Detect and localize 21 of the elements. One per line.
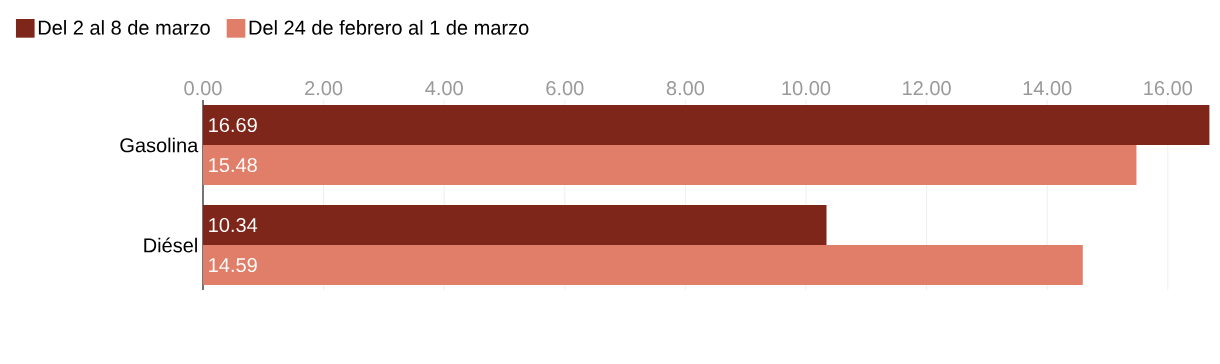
legend-label: Del 2 al 8 de marzo [38, 20, 210, 35]
data-label: 14.59 [209, 257, 257, 273]
y-tick-label: Gasolina [120, 137, 199, 153]
bar [203, 205, 827, 245]
y-tick-label: Diésel [144, 237, 197, 253]
x-tick-label: 16.00 [1144, 81, 1193, 96]
data-label: 16.69 [209, 117, 257, 133]
data-label: 15.48 [209, 157, 257, 173]
x-tick-label: 10.00 [782, 81, 831, 96]
x-tick-label: 14.00 [1023, 81, 1072, 96]
data-label: 10.34 [209, 217, 258, 233]
x-tick-label: 12.00 [903, 81, 951, 96]
bar [203, 105, 1210, 145]
x-tick-label: 6.00 [546, 81, 584, 96]
x-tick-label: 8.00 [666, 81, 705, 96]
bar [203, 245, 1083, 285]
bar [203, 145, 1137, 185]
x-tick-label: 0.00 [184, 81, 222, 96]
x-tick-label: 2.00 [305, 81, 343, 96]
legend-label: Del 24 de febrero al 1 de marzo [249, 20, 529, 35]
x-tick-label: 4.00 [425, 81, 463, 96]
